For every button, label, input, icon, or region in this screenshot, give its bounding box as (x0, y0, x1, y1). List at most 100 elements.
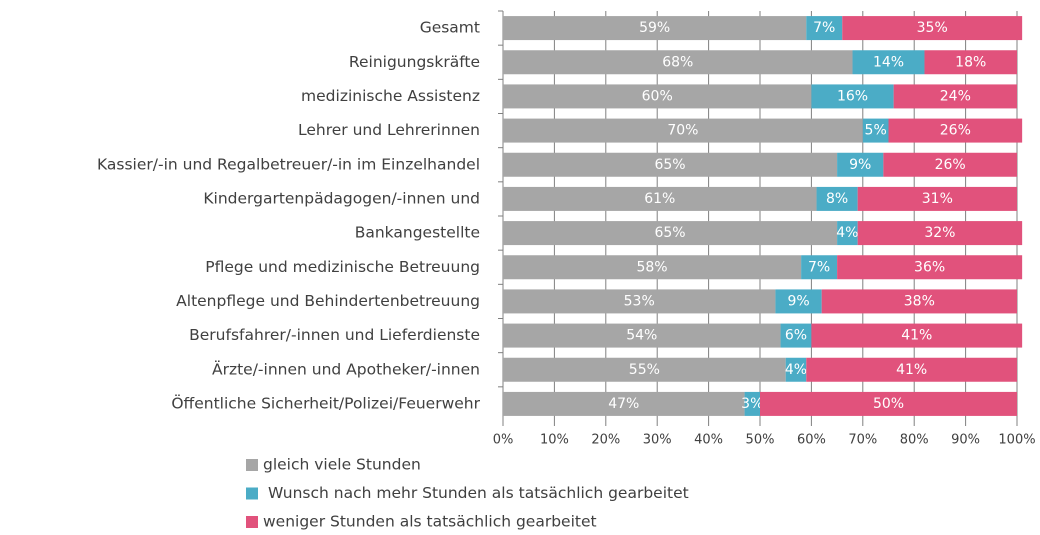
data-label: 47% (608, 396, 639, 412)
data-label: 65% (654, 157, 685, 173)
y-tick-label: medizinische Assistenz (301, 87, 480, 105)
y-tick-label: Bankangestellte (355, 224, 480, 242)
data-label: 4% (785, 362, 807, 378)
bar-segment (888, 118, 1023, 143)
x-tick-label: 40% (694, 433, 723, 448)
data-label: 61% (644, 191, 675, 207)
data-label: 41% (896, 362, 927, 378)
data-label: 41% (901, 328, 932, 344)
y-tick-label: Pflege und medizinische Betreuung (205, 258, 480, 276)
y-tick-label: Ärzte/-innen und Apotheker/-innen (212, 359, 480, 378)
data-label: 9% (849, 157, 871, 173)
bar-segment (503, 221, 838, 246)
bar-segment (837, 255, 1023, 280)
y-tick-label: Lehrer und Lehrerinnen (298, 121, 480, 139)
data-label: 59% (639, 20, 670, 36)
data-label: 18% (955, 54, 986, 70)
data-label: 54% (626, 328, 657, 344)
data-label: 36% (914, 259, 945, 275)
bar-segment (837, 221, 858, 246)
legend-label: weniger Stunden als tatsächlich gearbeit… (263, 513, 597, 531)
bar-segment (811, 84, 894, 109)
y-tick-label: Berufsfahrer/-innen und Lieferdienste (189, 326, 480, 344)
data-label: 26% (940, 123, 971, 139)
data-label: 50% (873, 396, 904, 412)
data-label: 70% (667, 123, 698, 139)
bar-segment (893, 84, 1017, 109)
bar-segment (503, 357, 786, 382)
data-label: 9% (787, 293, 809, 309)
data-label: 3% (741, 396, 763, 412)
data-label: 16% (837, 88, 868, 104)
y-tick-label: Altenpflege und Behindertenbetreuung (176, 292, 480, 310)
bar-segment (503, 186, 817, 211)
data-label: 6% (785, 328, 807, 344)
data-label: 5% (865, 123, 887, 139)
bar-segment (842, 16, 1023, 41)
legend-label: gleich viele Stunden (263, 456, 421, 474)
data-label: 7% (808, 259, 830, 275)
legend-swatch (246, 516, 258, 528)
bar-segment (785, 357, 807, 382)
y-tick-label: Reinigungskräfte (349, 53, 480, 71)
y-tick-label: Kassier/-in und Regalbetreuer/-in im Ein… (97, 155, 480, 173)
legend-label: Wunsch nach mehr Stunden als tatsächlich… (268, 484, 689, 502)
bar-segment (924, 50, 1017, 75)
x-tick-label: 0% (493, 433, 514, 448)
x-tick-label: 30% (643, 433, 672, 448)
data-label: 4% (836, 225, 858, 241)
x-tick-label: 70% (848, 433, 877, 448)
y-tick-label: Gesamt (420, 19, 480, 37)
bar-segment (503, 84, 812, 109)
bar-segment (503, 323, 781, 348)
x-tick-label: 20% (591, 433, 620, 448)
data-label: 35% (917, 20, 948, 36)
legend-swatch (246, 459, 258, 471)
data-label: 68% (662, 54, 693, 70)
bar-segment (801, 255, 838, 280)
data-label: 24% (940, 88, 971, 104)
bar-segment (852, 50, 925, 75)
bar-segment (811, 323, 1023, 348)
data-label: 53% (624, 293, 655, 309)
bar-segment (780, 323, 812, 348)
data-label: 7% (813, 20, 835, 36)
x-tick-label: 10% (540, 433, 569, 448)
data-label: 8% (826, 191, 848, 207)
x-tick-label: 50% (746, 433, 775, 448)
bar-segment (503, 255, 802, 280)
bar-segment (775, 289, 822, 314)
bar-segment (883, 152, 1017, 177)
data-label: 14% (873, 54, 904, 70)
data-label: 31% (922, 191, 953, 207)
data-label: 26% (935, 157, 966, 173)
bar-segment (862, 118, 889, 143)
bar-segment (816, 186, 858, 211)
bar-segment (760, 391, 1017, 416)
bar-segment (806, 357, 1017, 382)
y-tick-label: Öffentliche Sicherheit/Polizei/Feuerwehr (171, 393, 480, 412)
y-tick-label: Kindergartenpädagogen/-innen und (203, 189, 480, 207)
x-tick-label: 80% (900, 433, 929, 448)
bar-segment (744, 391, 760, 416)
legend-swatch (246, 487, 258, 500)
bar-segment (503, 289, 776, 314)
bar-segment (503, 391, 745, 416)
data-label: 65% (654, 225, 685, 241)
bar-segment (837, 152, 884, 177)
data-label: 32% (924, 225, 955, 241)
bar-segment (857, 221, 1023, 246)
data-label: 38% (904, 293, 935, 309)
bar-segment (503, 16, 807, 41)
bar-segment (857, 186, 1017, 211)
x-tick-label: 100% (998, 433, 1035, 448)
bar-segment (821, 289, 1017, 314)
data-label: 60% (642, 88, 673, 104)
x-tick-label: 60% (797, 433, 826, 448)
bar-segment (503, 152, 838, 177)
data-label: 58% (636, 259, 667, 275)
x-tick-label: 90% (951, 433, 980, 448)
bar-segment (503, 50, 853, 75)
bar-segment (806, 16, 843, 41)
